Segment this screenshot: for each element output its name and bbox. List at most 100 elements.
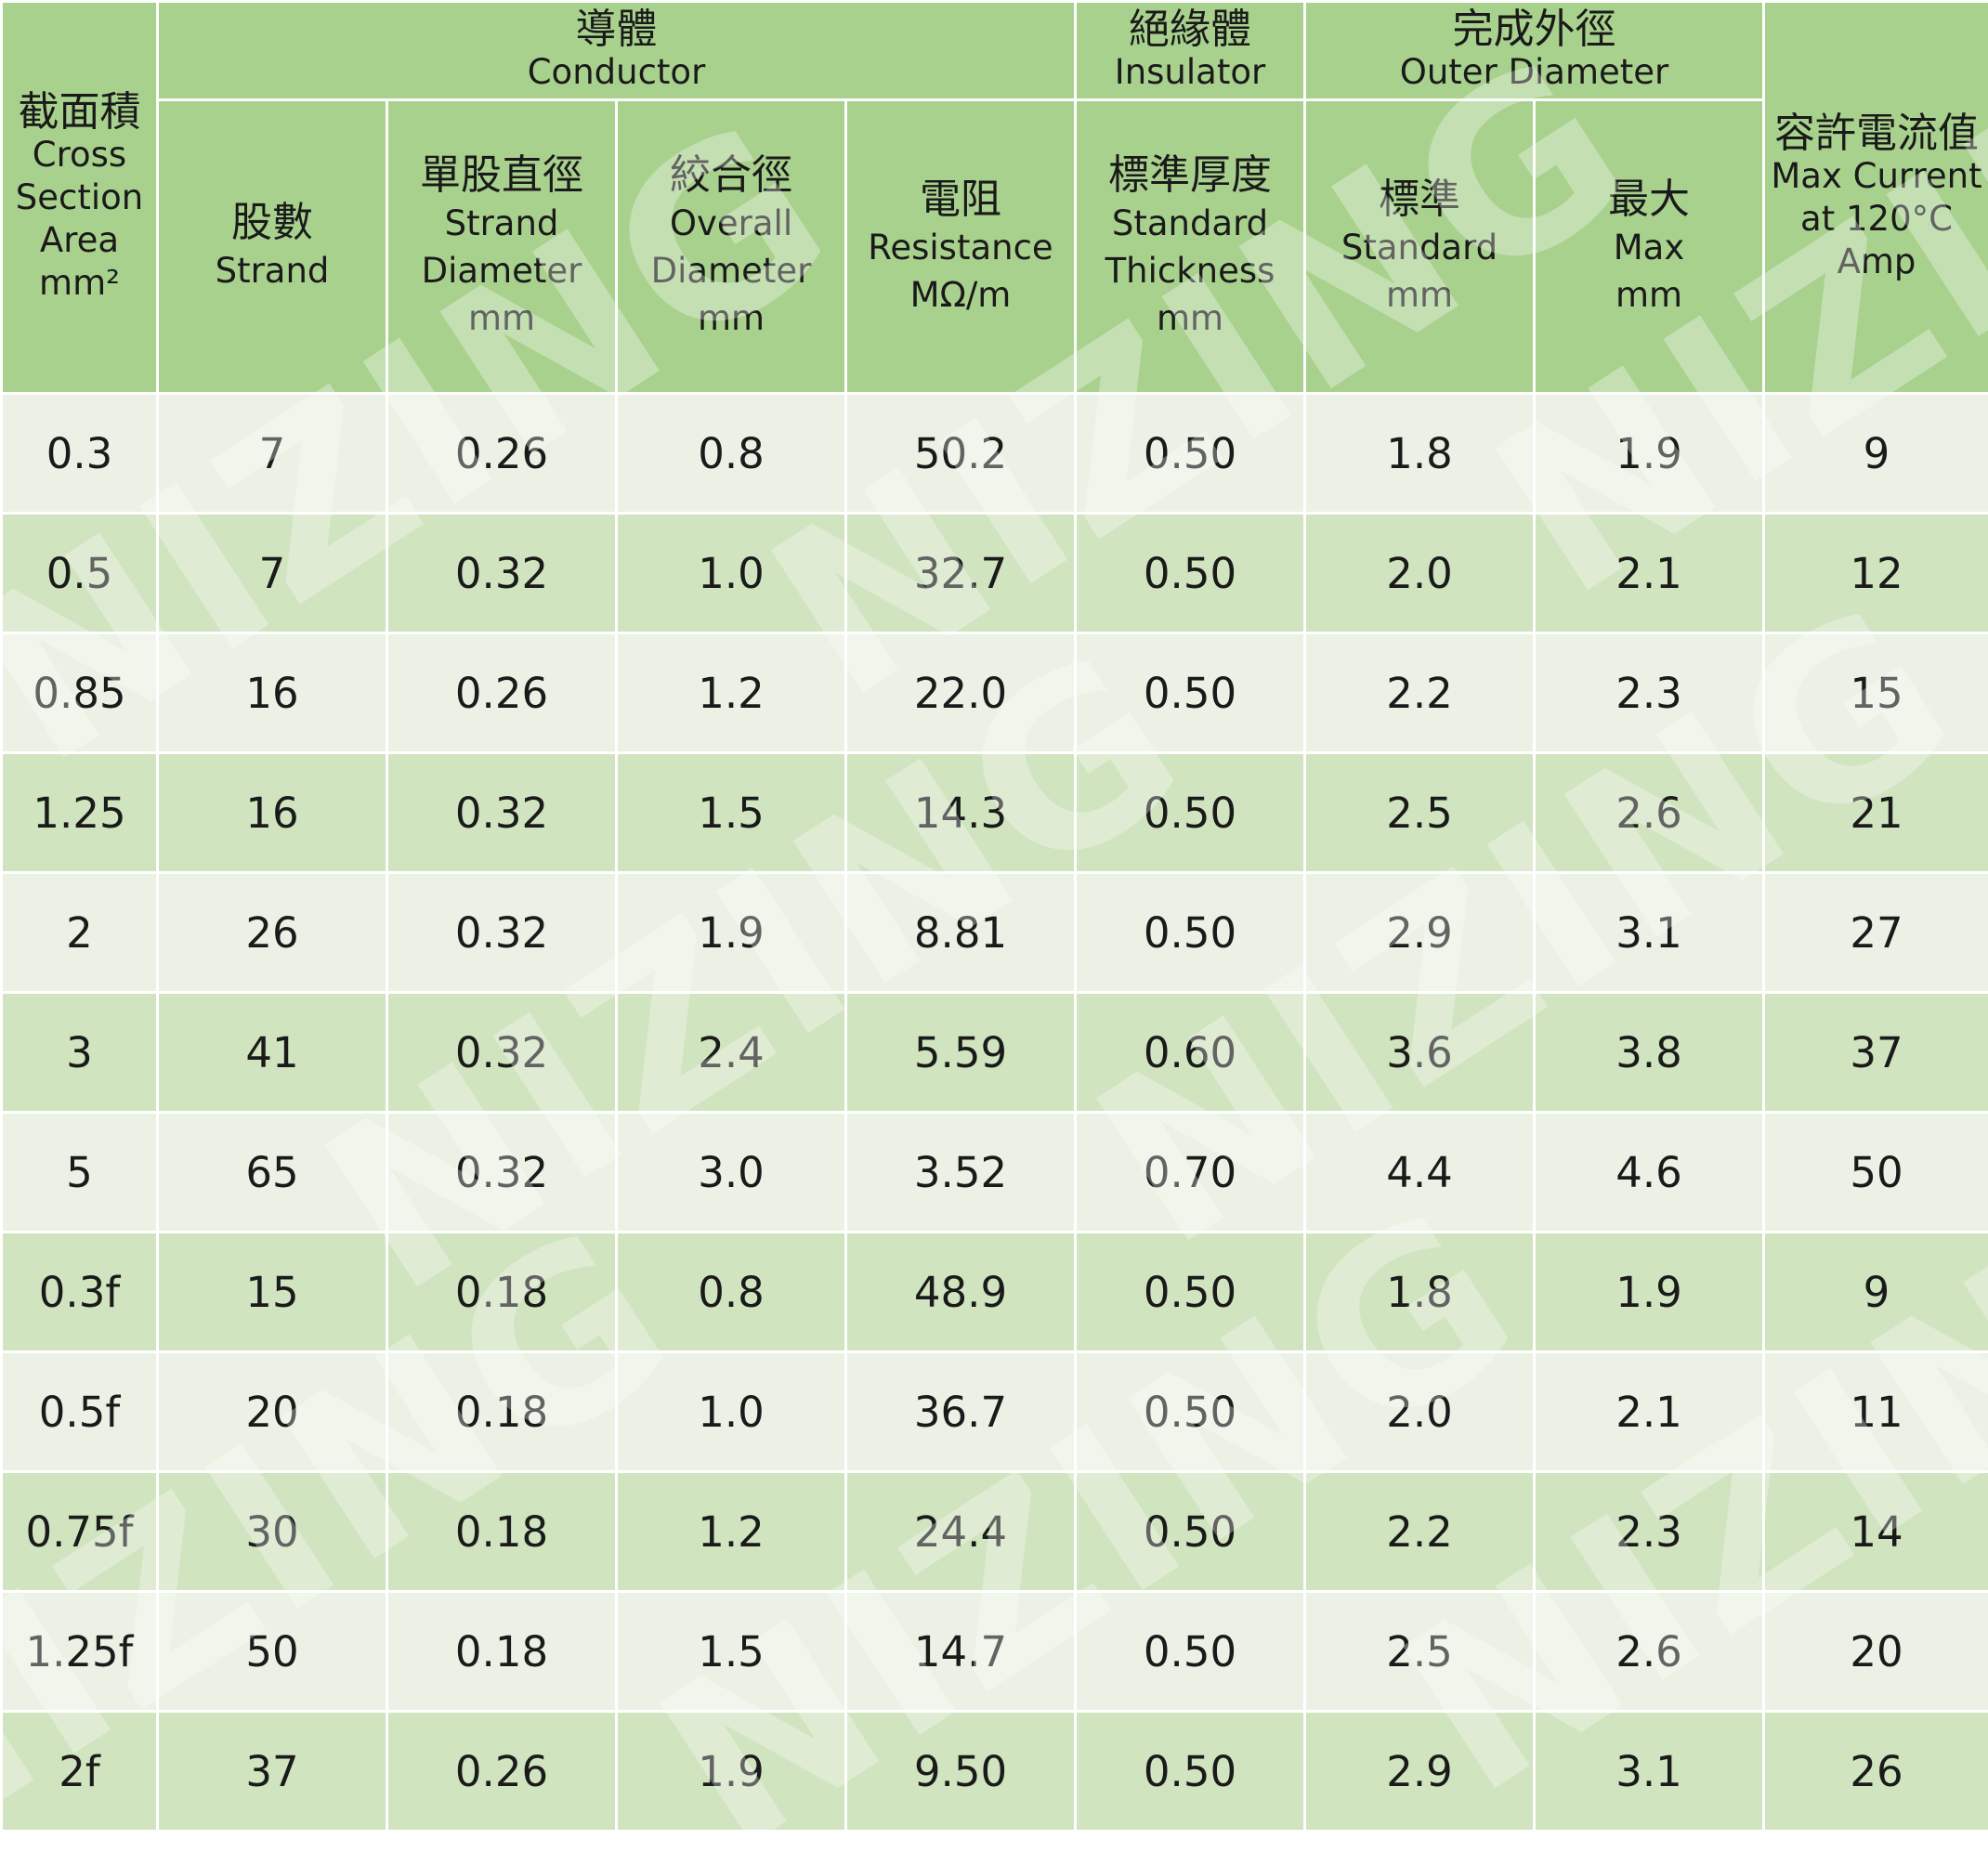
cell-strand-diameter: 0.32 bbox=[386, 512, 618, 634]
cell-od-max: 1.9 bbox=[1533, 392, 1765, 515]
header-cross-section-en-4: mm² bbox=[39, 262, 120, 303]
cell-resistance: 8.81 bbox=[844, 871, 1077, 994]
header-standard-thickness-zh: 標準厚度 bbox=[1108, 151, 1272, 199]
cell-od-max: 2.1 bbox=[1533, 512, 1765, 634]
cell-od-standard: 2.9 bbox=[1303, 1710, 1536, 1832]
table-row: 2f 37 0.26 1.9 9.50 0.50 2.9 3.1 26 bbox=[0, 1710, 1988, 1832]
cell-thickness: 0.50 bbox=[1074, 1470, 1306, 1593]
cell-resistance: 22.0 bbox=[844, 632, 1077, 754]
table-row: 0.85 16 0.26 1.2 22.0 0.50 2.2 2.3 15 bbox=[0, 632, 1988, 754]
cell-strand: 7 bbox=[156, 512, 388, 634]
header-od-max-en-2: mm bbox=[1615, 274, 1683, 315]
header-od-max-zh: 最大 bbox=[1608, 175, 1690, 223]
cell-od-max: 2.3 bbox=[1533, 1470, 1765, 1593]
cell-max-current: 50 bbox=[1762, 1111, 1988, 1233]
cell-thickness: 0.50 bbox=[1074, 512, 1306, 634]
cell-overall-diameter: 1.5 bbox=[615, 1590, 847, 1713]
cell-cross-section: 0.5f bbox=[0, 1350, 159, 1473]
header-od-max: 最大 Max mm bbox=[1533, 98, 1765, 395]
header-strand-diameter-en-2: Diameter bbox=[421, 251, 582, 291]
cell-strand: 15 bbox=[156, 1231, 388, 1353]
header-overall-diameter-en-2: Diameter bbox=[650, 251, 812, 291]
header-strand-diameter-en-1: Strand bbox=[444, 203, 559, 243]
cell-od-standard: 2.9 bbox=[1303, 871, 1536, 994]
cell-max-current: 12 bbox=[1762, 512, 1988, 634]
header-od-standard-en-2: mm bbox=[1385, 274, 1454, 315]
cell-od-max: 1.9 bbox=[1533, 1231, 1765, 1353]
cell-strand-diameter: 0.32 bbox=[386, 751, 618, 874]
cell-strand: 65 bbox=[156, 1111, 388, 1233]
header-resistance-zh: 電阻 bbox=[920, 175, 1001, 223]
header-overall-diameter-zh: 絞合徑 bbox=[670, 151, 792, 199]
table-row: 0.5f 20 0.18 1.0 36.7 0.50 2.0 2.1 11 bbox=[0, 1350, 1988, 1473]
cell-max-current: 37 bbox=[1762, 991, 1988, 1114]
cell-max-current: 27 bbox=[1762, 871, 1988, 994]
header-overall-diameter: 絞合徑 Overall Diameter mm bbox=[615, 98, 847, 395]
cell-max-current: 15 bbox=[1762, 632, 1988, 754]
table-row: 0.3 7 0.26 0.8 50.2 0.50 1.8 1.9 9 bbox=[0, 392, 1988, 515]
header-max-current-en-1: Max Current bbox=[1771, 155, 1982, 196]
header-conductor-group: 導體 Conductor bbox=[156, 0, 1077, 101]
header-overall-diameter-en-3: mm bbox=[697, 298, 765, 338]
header-cross-section-en-3: Area bbox=[39, 219, 120, 260]
cell-max-current: 26 bbox=[1762, 1710, 1988, 1832]
cell-strand: 30 bbox=[156, 1470, 388, 1593]
table-row: 5 65 0.32 3.0 3.52 0.70 4.4 4.6 50 bbox=[0, 1111, 1988, 1233]
cell-strand: 26 bbox=[156, 871, 388, 994]
cell-overall-diameter: 3.0 bbox=[615, 1111, 847, 1233]
cell-resistance: 32.7 bbox=[844, 512, 1077, 634]
cell-overall-diameter: 1.2 bbox=[615, 1470, 847, 1593]
header-strand-diameter: 單股直徑 Strand Diameter mm bbox=[386, 98, 618, 395]
cell-overall-diameter: 1.0 bbox=[615, 1350, 847, 1473]
cell-od-standard: 3.6 bbox=[1303, 991, 1536, 1114]
header-standard-thickness-en-1: Standard bbox=[1111, 203, 1269, 243]
cell-thickness: 0.50 bbox=[1074, 871, 1306, 994]
header-max-current: 容許電流值 Max Current at 120°C Amp bbox=[1762, 0, 1988, 395]
cell-strand: 16 bbox=[156, 632, 388, 754]
cell-thickness: 0.50 bbox=[1074, 1350, 1306, 1473]
cell-overall-diameter: 0.8 bbox=[615, 1231, 847, 1353]
cell-strand: 41 bbox=[156, 991, 388, 1114]
header-insulator-group: 絕緣體 Insulator bbox=[1074, 0, 1306, 101]
table-row: 0.75f 30 0.18 1.2 24.4 0.50 2.2 2.3 14 bbox=[0, 1470, 1988, 1593]
cell-overall-diameter: 1.9 bbox=[615, 871, 847, 994]
header-strand: 股數 Strand bbox=[156, 98, 388, 395]
table-row: 1.25 16 0.32 1.5 14.3 0.50 2.5 2.6 21 bbox=[0, 751, 1988, 874]
cell-strand-diameter: 0.26 bbox=[386, 1710, 618, 1832]
cell-overall-diameter: 1.2 bbox=[615, 632, 847, 754]
cell-thickness: 0.70 bbox=[1074, 1111, 1306, 1233]
header-od-standard-zh: 標準 bbox=[1379, 175, 1460, 223]
header-max-current-en-3: Amp bbox=[1837, 241, 1916, 281]
cell-strand-diameter: 0.32 bbox=[386, 991, 618, 1114]
cell-cross-section: 5 bbox=[0, 1111, 159, 1233]
header-standard-thickness: 標準厚度 Standard Thickness mm bbox=[1074, 98, 1306, 395]
cell-strand-diameter: 0.18 bbox=[386, 1470, 618, 1593]
cell-od-standard: 2.2 bbox=[1303, 1470, 1536, 1593]
cell-overall-diameter: 1.9 bbox=[615, 1710, 847, 1832]
cell-resistance: 48.9 bbox=[844, 1231, 1077, 1353]
cell-resistance: 14.7 bbox=[844, 1590, 1077, 1713]
cell-overall-diameter: 1.0 bbox=[615, 512, 847, 634]
table-row: 1.25f 50 0.18 1.5 14.7 0.50 2.5 2.6 20 bbox=[0, 1590, 1988, 1713]
cell-resistance: 50.2 bbox=[844, 392, 1077, 515]
header-cross-section-zh: 截面積 bbox=[18, 87, 141, 136]
header-strand-en-1: Strand bbox=[215, 251, 330, 291]
cell-max-current: 20 bbox=[1762, 1590, 1988, 1713]
cell-od-standard: 2.5 bbox=[1303, 1590, 1536, 1713]
cell-od-standard: 1.8 bbox=[1303, 392, 1536, 515]
cell-thickness: 0.50 bbox=[1074, 1710, 1306, 1832]
header-resistance: 電阻 Resistance MΩ/m bbox=[844, 98, 1077, 395]
header-cross-section-en-1: Cross bbox=[32, 134, 127, 175]
cell-resistance: 3.52 bbox=[844, 1111, 1077, 1233]
header-resistance-en-1: Resistance bbox=[868, 227, 1053, 267]
cell-cross-section: 0.85 bbox=[0, 632, 159, 754]
cell-strand-diameter: 0.26 bbox=[386, 632, 618, 754]
header-cross-section-en-2: Section bbox=[15, 176, 144, 217]
cell-cross-section: 3 bbox=[0, 991, 159, 1114]
header-conductor-zh: 導體 bbox=[575, 5, 658, 53]
cell-thickness: 0.50 bbox=[1074, 751, 1306, 874]
cell-cross-section: 1.25 bbox=[0, 751, 159, 874]
cell-max-current: 9 bbox=[1762, 392, 1988, 515]
header-insulator-en: Insulator bbox=[1114, 51, 1266, 92]
cell-max-current: 21 bbox=[1762, 751, 1988, 874]
